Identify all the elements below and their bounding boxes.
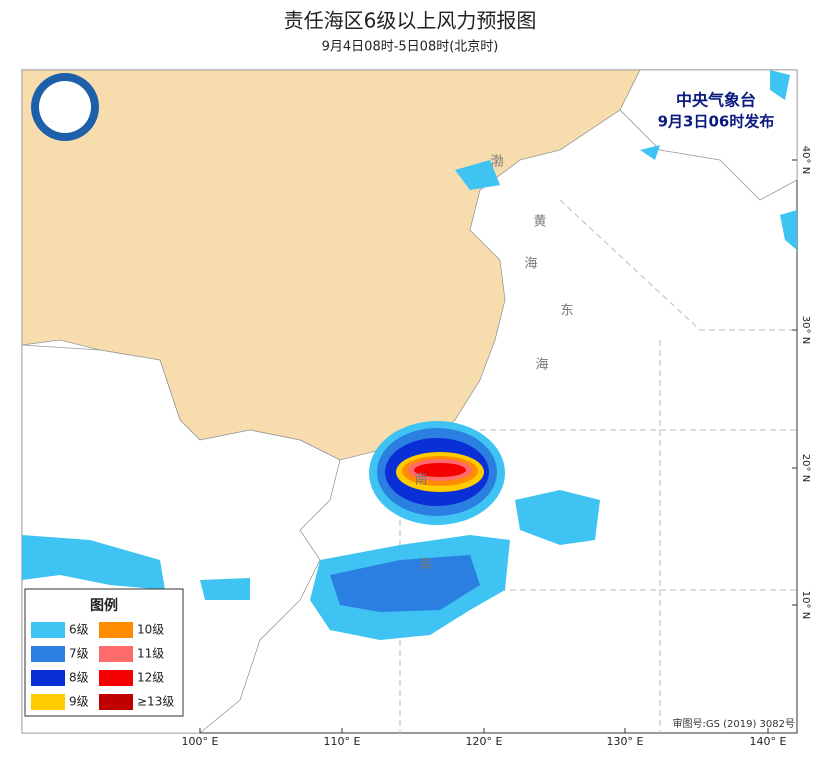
legend-label: 12级 [137, 671, 164, 685]
logo-inner [39, 81, 91, 133]
zone-lines [399, 199, 797, 733]
legend-swatch [31, 670, 65, 686]
sea-label: 海 [524, 257, 537, 272]
legend-swatch [31, 622, 65, 638]
legend-label: 9级 [69, 695, 89, 709]
wind-area [515, 490, 600, 545]
lon-label: 130° E [607, 735, 644, 748]
wind-area [22, 535, 165, 590]
issuer-time: 9月3日06时发布 [658, 113, 775, 131]
northeast-land [619, 69, 798, 201]
legend-swatch [99, 694, 133, 710]
lat-label: 30° N [800, 316, 811, 344]
sea-label: 黄 [533, 215, 546, 230]
subtitle: 9月4日08时-5日08时(北京时) [322, 40, 499, 55]
map: 中央气象台 9月3日06时发布 审图号:GS (2019) 3082号 图例 [21, 69, 798, 734]
title: 责任海区6级以上风力预报图 [284, 9, 537, 33]
legend-label: 8级 [69, 671, 89, 685]
sea-label: 海 [418, 558, 431, 573]
legend-swatch [99, 646, 133, 662]
wind-area [200, 578, 250, 600]
legend-swatch [99, 670, 133, 686]
lon-label: 110° E [324, 735, 361, 748]
legend-label: ≥13级 [137, 695, 174, 709]
legend-label: 7级 [69, 647, 89, 661]
legend-label: 11级 [137, 647, 164, 661]
legend-swatch [31, 646, 65, 662]
lat-label: 40° N [800, 146, 811, 174]
lon-label: 140° E [750, 735, 787, 748]
sea-label: 渤 [490, 154, 503, 170]
sea-label: 东 [560, 304, 573, 319]
legend-swatch [31, 694, 65, 710]
typhoon-12 [414, 463, 466, 477]
lon-label: 100° E [182, 735, 219, 748]
sea-label: 海 [535, 358, 548, 373]
sea-label: 南 [414, 472, 427, 488]
lat-label: 20° N [800, 454, 811, 482]
wind-area [330, 555, 480, 612]
legend-label: 6级 [69, 623, 89, 637]
issuer-name: 中央气象台 [676, 91, 756, 110]
legend-swatch [99, 622, 133, 638]
wind-area [455, 160, 500, 190]
wind-area [640, 70, 797, 250]
lat-label: 10° N [800, 591, 811, 619]
lon-label: 120° E [466, 735, 503, 748]
approval: 审图号:GS (2019) 3082号 [672, 717, 795, 730]
legend-label: 10级 [137, 623, 164, 637]
legend-title: 图例 [90, 597, 118, 614]
